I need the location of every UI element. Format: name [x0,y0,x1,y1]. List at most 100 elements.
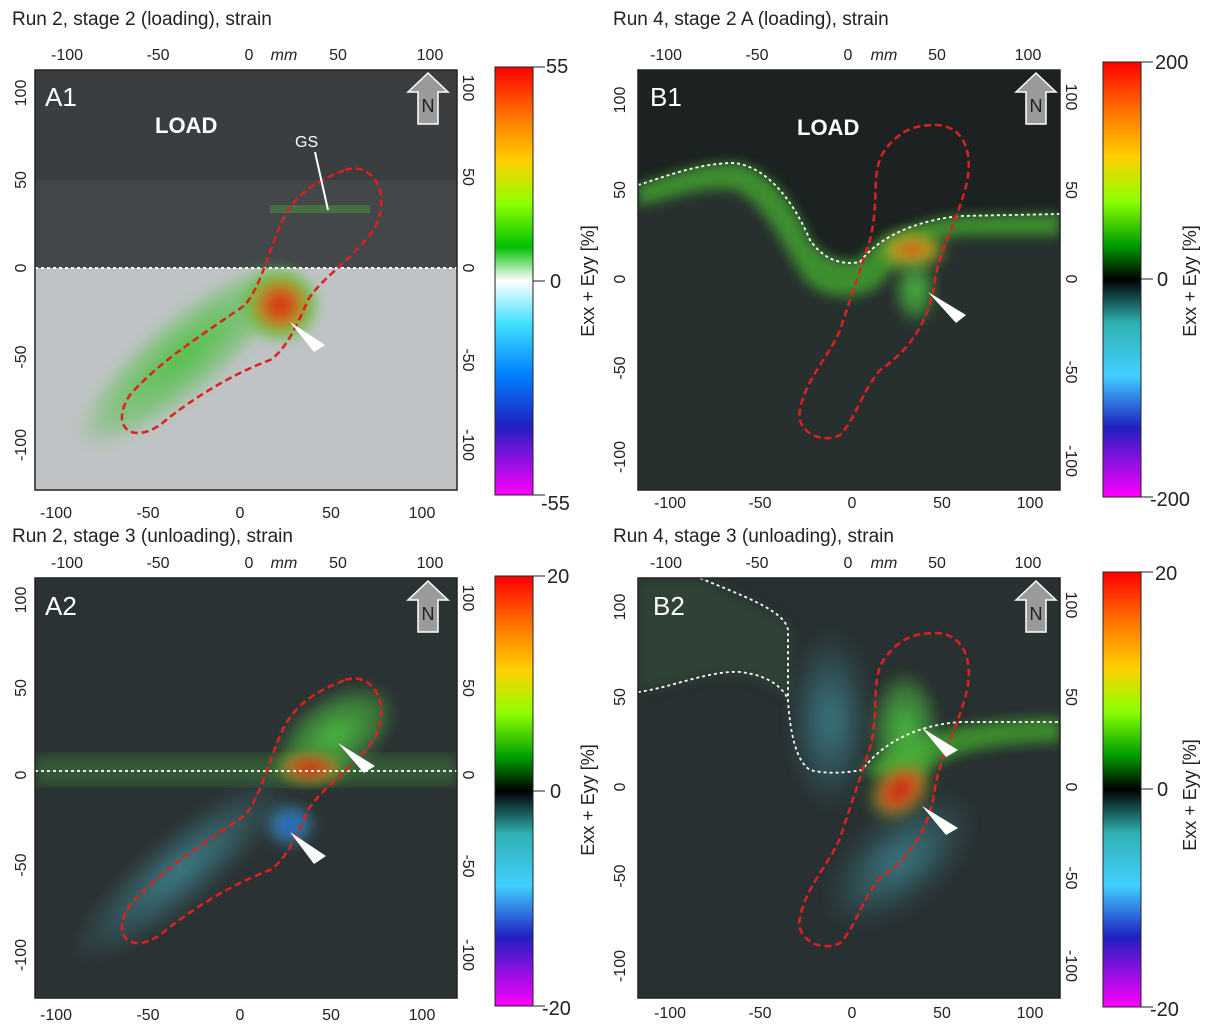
pointer-arrow [290,322,325,352]
compression-peak [262,801,318,849]
x-tick: 100 [417,47,444,64]
outline-dashed [120,677,383,945]
upper-band [638,578,790,700]
colorbar: 55 0 -55 Exx + Eyy [%] [494,56,598,515]
y-tick: -50 [13,853,30,876]
strain-peak [240,267,320,343]
colorbar-max: 200 [1155,52,1188,74]
colorbar: 20 0 -20 Exx + Eyy [%] [1102,563,1200,1021]
y-tick: -100 [612,950,629,982]
y-tick: 0 [612,274,629,283]
colorbar-max: 55 [546,56,568,78]
load-region [638,70,1060,263]
gs-leader-line [314,151,329,211]
x-tick: -100 [40,505,72,522]
pointer-arrow [290,832,326,864]
colorbar-min: -20 [542,998,571,1020]
y-tick: -50 [612,864,629,887]
colorbar-min: -200 [1150,489,1190,511]
gs-label: GS [295,134,318,151]
y-tick: -100 [459,429,476,461]
x-tick: -100 [654,1005,686,1022]
north-arrow-icon: N [406,579,450,633]
panel-title: Run 2, stage 2 (loading), strain [12,9,272,30]
y-tick: 100 [459,585,476,612]
x-tick: -100 [654,495,686,512]
strain-band [638,163,1060,297]
panel-title: Run 2, stage 3 (unloading), strain [12,526,293,547]
colorbar-label: Exx + Eyy [%] [1180,225,1200,337]
panel-title: Run 4, stage 2 A (loading), strain [613,9,889,30]
outline-dashed [798,123,970,440]
x-tick: -100 [40,1007,72,1024]
interface-line [638,671,789,701]
y-tick: 100 [612,594,629,621]
strain-peak [272,750,348,786]
colorbar-gradient [494,66,534,496]
compression-band [790,630,870,810]
load-label: LOAD [155,113,217,138]
north-label: N [1030,604,1043,624]
panel-a2: Run 2, stage 3 (unloading), strain A2 N … [12,526,598,1024]
panel-b2: Run 4, stage 3 (unloading), strain B2 N … [612,526,1200,1022]
y-tick: 0 [459,264,476,273]
y-tick: -50 [1062,866,1079,889]
colorbar-label: Exx + Eyy [%] [1180,739,1200,851]
interface-line [638,162,1060,264]
x-tick: -100 [650,47,682,64]
y-tick: -50 [459,854,476,877]
y-tick: -100 [13,429,30,461]
y-tick: 0 [1062,275,1079,284]
x-tick: 100 [409,505,436,522]
pointer-arrow [338,743,375,773]
y-tick: 100 [612,87,629,114]
outline-dashed [798,631,970,948]
x-tick: -50 [745,47,768,64]
y-tick: 100 [1062,84,1079,111]
load-region-shade [35,180,457,268]
y-tick: 0 [1062,783,1079,792]
y-tick: 50 [1062,688,1079,706]
load-label: LOAD [797,115,859,140]
y-tick: -100 [13,939,30,971]
y-tick: -50 [1062,360,1079,383]
colorbar-max: 20 [1155,563,1177,585]
colorbar-mid: 0 [550,271,561,293]
y-tick: 50 [459,679,476,697]
x-tick: -50 [748,495,771,512]
plot-frame [34,577,458,999]
x-tick: -50 [146,555,169,572]
y-tick: -50 [612,356,629,379]
axis-ticks: -100 -50 0 50 100 -100 -50 0 mm 50 100 1… [13,555,476,1024]
axis-ticks: -100 -50 0 50 100 -100 -50 0 mm 50 100 1… [612,555,1079,1022]
colorbar-min: -55 [541,493,570,515]
panel-b1: Run 4, stage 2 A (loading), strain LOAD … [612,9,1200,512]
x-tick: -100 [51,47,83,64]
plot-area: B2 N [638,578,1060,998]
y-tick: -100 [1062,445,1079,477]
plot-area: A2 N [35,578,457,998]
strain-band [35,755,457,785]
x-tick: 50 [928,47,946,64]
x-tick: -50 [146,47,169,64]
strain-peak [865,757,935,823]
unit-label: mm [271,555,298,572]
pointer-arrow [922,728,958,757]
x-tick: 100 [1015,555,1042,572]
x-tick: 100 [1017,1005,1044,1022]
y-tick: 0 [13,263,30,272]
colorbar-label: Exx + Eyy [%] [578,744,598,856]
x-tick: 0 [844,555,853,572]
panel-title: Run 4, stage 3 (unloading), strain [613,526,894,547]
y-tick: 0 [612,782,629,791]
x-tick: 100 [417,555,444,572]
plot-frame [637,69,1061,491]
panel-label: A2 [45,591,77,621]
x-tick: 0 [245,47,254,64]
north-label: N [1030,96,1043,116]
y-tick: 100 [13,80,30,107]
x-tick: 0 [844,47,853,64]
y-tick: 50 [612,181,629,199]
y-tick: 0 [13,770,30,779]
x-tick: -100 [650,555,682,572]
